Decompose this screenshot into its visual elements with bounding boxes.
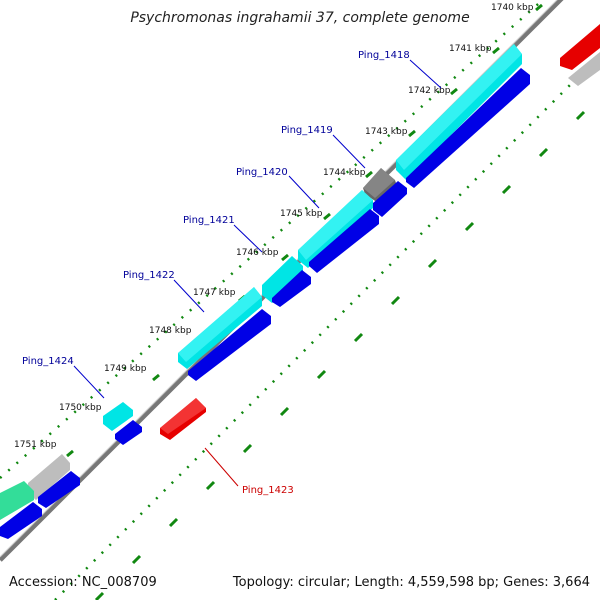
gene-label-ping-1423: Ping_1423: [242, 485, 294, 496]
reverse-strand-features: [0, 68, 530, 539]
gene-leader-lines: [73, 59, 442, 487]
gene-label-ping-1422: Ping_1422: [123, 270, 175, 281]
feature-blue-4: [272, 270, 311, 307]
kbp-label: 1742 kbp: [408, 86, 451, 96]
feature-blue-1: [406, 68, 530, 188]
kbp-label: 1744 kbp: [323, 168, 366, 178]
feature-blue-5: [188, 309, 271, 381]
map-title: Psychromonas ingrahamii 37, complete gen…: [130, 10, 470, 26]
feature-blue-2: [373, 181, 407, 217]
gene-label-ping-1419: Ping_1419: [281, 125, 333, 136]
kbp-label: 1751 kbp: [14, 440, 57, 450]
feature-gray-topright: [568, 52, 600, 86]
kbp-label: 1745 kbp: [280, 209, 323, 219]
kbp-label: 1741 kbp: [449, 44, 492, 54]
gene-label-ping-1418: Ping_1418: [358, 50, 410, 61]
outer-tick-ring: [0, 0, 545, 479]
kbp-label: 1748 kbp: [149, 326, 192, 336]
feature-red-topright: [560, 24, 600, 70]
gene-label-ping-1424: Ping_1424: [22, 356, 74, 367]
kbp-label: 1750 kbp: [59, 403, 102, 413]
feature-blue-6: [115, 420, 142, 445]
feature-blue-3: [309, 209, 379, 273]
genome-summary-text: Topology: circular; Length: 4,559,598 bp…: [232, 575, 590, 590]
kbp-label: 1740 kbp: [491, 3, 534, 13]
kbp-label: 1747 kbp: [193, 288, 236, 298]
forward-strand-features: [0, 44, 522, 520]
feature-ping-1424: [103, 402, 133, 431]
kbp-label: 1743 kbp: [365, 127, 408, 137]
rna-features: [160, 24, 600, 440]
inner-tick-ring: [54, 54, 600, 600]
gene-labels: Ping_1418 Ping_1419 Ping_1420 Ping_1421 …: [22, 50, 410, 496]
kbp-label: 1746 kbp: [236, 248, 279, 258]
accession-text: Accession: NC_008709: [9, 575, 157, 590]
kbp-label: 1749 kbp: [104, 364, 147, 374]
feature-blue-7: [38, 471, 80, 508]
feature-gray-left: [28, 454, 70, 500]
gene-label-ping-1420: Ping_1420: [236, 167, 288, 178]
feature-ping-1421: [262, 256, 303, 303]
feature-blue-8: [0, 502, 42, 539]
gene-label-ping-1421: Ping_1421: [183, 215, 235, 226]
inner-major-ticks: [94, 110, 586, 600]
feature-green-left: [0, 481, 34, 520]
